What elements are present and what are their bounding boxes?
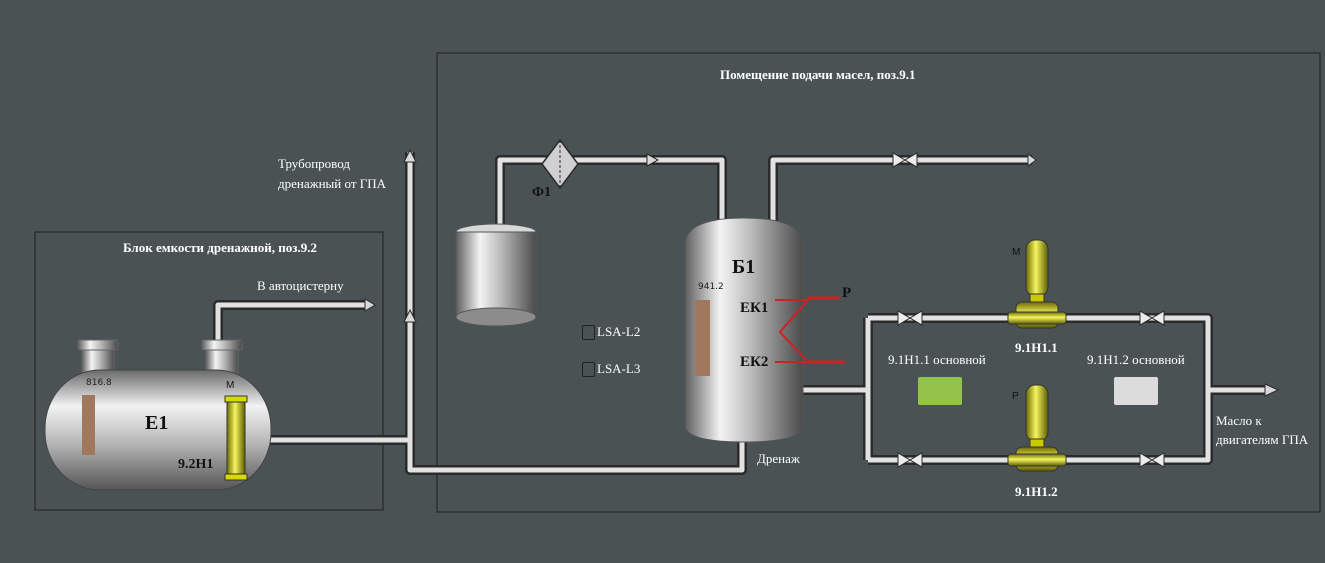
pump2-main-indicator[interactable] — [1114, 377, 1158, 405]
pump1-tag: 9.1Н1.1 — [1015, 340, 1058, 355]
b1-level-bar — [695, 300, 710, 376]
oil-storage-tank[interactable] — [455, 223, 537, 327]
lsa-l3-checkbox[interactable] — [582, 362, 595, 377]
drain-block-frame — [34, 231, 384, 511]
tank-b1[interactable] — [684, 217, 804, 443]
drain-pipe-label-1: Трубопровод — [278, 156, 350, 171]
lsa-l2-label: LSA-L2 — [597, 324, 641, 339]
outlet-label-1: Масло к — [1216, 413, 1262, 428]
pump-9-2n1-tag: 9.2Н1 — [178, 457, 214, 472]
oil-room-title: Помещение подачи масел, поз.9.1 — [720, 67, 916, 82]
flow-arrows — [364, 148, 1280, 397]
heater-ek2-label: ЕК2 — [740, 354, 769, 370]
pump-9-2n1[interactable] — [224, 395, 248, 481]
pump1-main-indicator[interactable] — [918, 377, 962, 405]
pump-9-1n1-2[interactable] — [1007, 384, 1067, 472]
b1-level-value: 941.2 — [698, 282, 724, 292]
pump1-letter: М — [1012, 247, 1021, 258]
outlet-label-2: двигателям ГПА — [1216, 432, 1309, 447]
drain-block-title: Блок емкости дренажной, поз.9.2 — [123, 240, 317, 255]
pump-9-2n1-letter: М — [226, 380, 235, 391]
filter-label: Ф1 — [532, 185, 552, 200]
oil-room-frame — [436, 52, 1321, 513]
e1-tank-name: Е1 — [145, 412, 169, 434]
drain-label: Дренаж — [757, 451, 800, 466]
pump2-tag: 9.1Н1.2 — [1015, 484, 1058, 499]
heaters — [775, 296, 845, 364]
pump-9-1n1-1[interactable] — [1007, 239, 1067, 329]
outlet-truck-label: В автоцистерну — [257, 278, 344, 293]
valves — [892, 152, 1165, 468]
pump1-status-label: 9.1Н1.1 основной — [888, 352, 986, 367]
e1-level-value: 816.8 — [86, 378, 112, 388]
b1-tank-name: Б1 — [732, 256, 756, 278]
heater-ek1-label: ЕК1 — [740, 300, 769, 316]
filter-f1[interactable] — [541, 138, 579, 190]
pump2-letter: Р — [1012, 391, 1019, 402]
e1-level-bar — [82, 395, 95, 455]
pump2-status-label: 9.1Н1.2 основной — [1087, 352, 1185, 367]
heater-letter: Р — [842, 285, 852, 301]
lsa-l2-checkbox[interactable] — [582, 325, 595, 340]
drain-pipe-label-2: дренажный от ГПА — [278, 176, 387, 191]
drain-tank-e1[interactable] — [44, 339, 272, 491]
lsa-l3-label: LSA-L3 — [597, 361, 641, 376]
